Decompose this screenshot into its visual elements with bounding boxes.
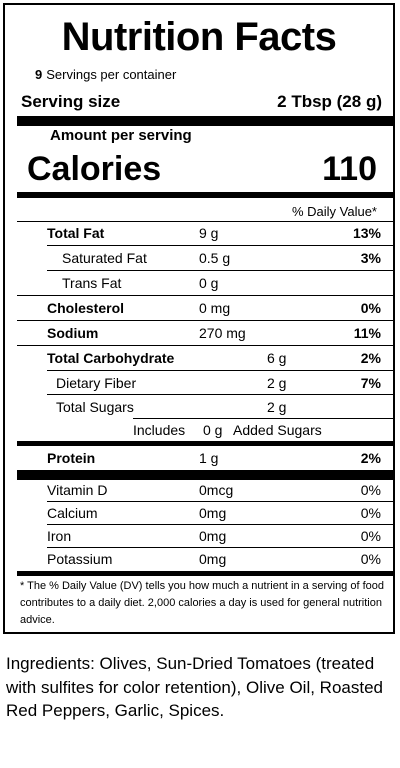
divider [47,270,393,271]
divider [17,221,393,222]
nutrient-row-sodium: Sodium 270 mg 11% [5,322,397,344]
divider [47,394,393,395]
label-title: Nutrition Facts [61,15,337,59]
servings-number: 9 [35,67,43,82]
medium-divider [17,441,393,446]
serving-size-value: 2 Tbsp (28 g) [277,92,382,111]
serving-size-label: Serving size [21,92,121,111]
nutrient-name: Sodium [47,325,99,341]
nutrient-row-protein: Protein 1 g 2% [5,447,397,469]
nutrient-name: Saturated Fat [62,250,147,266]
calories-value: 110 [322,150,377,188]
nutrient-amount: 0 g [203,422,223,438]
nutrient-dv: 7% [360,375,381,391]
medium-divider [17,571,393,576]
vitamin-name: Potassium [47,551,113,567]
vitamin-row-potassium: Potassium 0mg 0% [5,548,397,570]
nutrient-dv: 2% [360,450,381,466]
nutrient-amount: 6 g [267,350,287,366]
thick-divider [17,116,393,126]
nutrient-name: Includes [133,422,186,438]
vitamin-amount: 0mcg [199,482,234,498]
nutrient-row-trans-fat: Trans Fat 0 g [5,272,397,294]
nutrient-dv: 2% [360,350,381,366]
divider [17,320,393,321]
vitamin-row-calcium: Calcium 0mg 0% [5,502,397,524]
nutrient-amount: 2 g [267,399,287,415]
divider [133,418,393,419]
nutrient-amount: 0.5 g [199,250,231,266]
nutrient-dv: 11% [353,325,381,341]
nutrient-dv: 3% [360,250,381,266]
vitamin-name: Vitamin D [47,482,108,498]
nutrient-dv: 0% [360,300,381,316]
nutrient-amount: 9 g [199,225,219,241]
vitamin-row-iron: Iron 0mg 0% [5,525,397,547]
daily-value-header: % Daily Value* [291,204,377,219]
medium-divider [17,192,393,198]
nutrient-name: Trans Fat [62,275,122,291]
divider [47,501,393,502]
daily-value-footnote: * The % Daily Value (DV) tells you how m… [20,580,384,626]
nutrient-name: Cholesterol [47,300,125,316]
nutrient-row-added-sugars: Includes 0 g Added Sugars [5,419,397,441]
nutrient-row-total-sugars: Total Sugars 2 g [5,396,397,418]
nutrient-name: Total Carbohydrate [47,350,175,366]
vitamin-amount: 0mg [199,528,227,544]
vitamin-dv: 0% [360,482,381,498]
nutrient-name: Total Fat [47,225,105,241]
nutrient-amount: 1 g [199,450,219,466]
divider [47,370,393,371]
calories-label: Calories [27,150,162,188]
nutrient-name: Protein [47,450,96,466]
divider [17,345,393,346]
vitamin-name: Iron [47,528,72,544]
added-sugars-suffix: Added Sugars [233,422,322,438]
nutrient-name: Total Sugars [56,399,134,415]
ingredients-text: Ingredients: Olives, Sun-Dried Tomatoes … [6,654,383,720]
divider [47,245,393,246]
nutrient-amount: 270 mg [199,325,246,341]
vitamin-amount: 0mg [199,505,227,521]
servings-per-container: 9 Servings per container [35,67,176,82]
vitamin-dv: 0% [360,551,381,567]
vitamin-dv: 0% [360,505,381,521]
divider [17,295,393,296]
vitamin-dv: 0% [360,528,381,544]
vitamin-row-vitamin-d: Vitamin D 0mcg 0% [5,479,397,501]
nutrient-name: Dietary Fiber [56,375,137,391]
divider [47,524,393,525]
nutrient-row-total-fat: Total Fat 9 g 13% [5,222,397,244]
divider [47,547,393,548]
nutrition-facts-label: Nutrition Facts 9 Servings per container … [3,3,395,634]
nutrient-row-cholesterol: Cholesterol 0 mg 0% [5,297,397,319]
nutrient-amount: 0 mg [199,300,231,316]
amount-per-serving: Amount per serving [50,127,192,144]
vitamin-name: Calcium [47,505,98,521]
nutrient-amount: 0 g [199,275,219,291]
nutrient-row-saturated-fat: Saturated Fat 0.5 g 3% [5,247,397,269]
nutrient-row-total-carbohydrate: Total Carbohydrate 6 g 2% [5,347,397,369]
servings-text: Servings per container [46,67,177,82]
vitamin-amount: 0mg [199,551,227,567]
nutrient-amount: 2 g [267,375,287,391]
nutrient-row-dietary-fiber: Dietary Fiber 2 g 7% [5,372,397,394]
nutrient-dv: 13% [352,225,381,241]
thick-divider [17,470,393,480]
